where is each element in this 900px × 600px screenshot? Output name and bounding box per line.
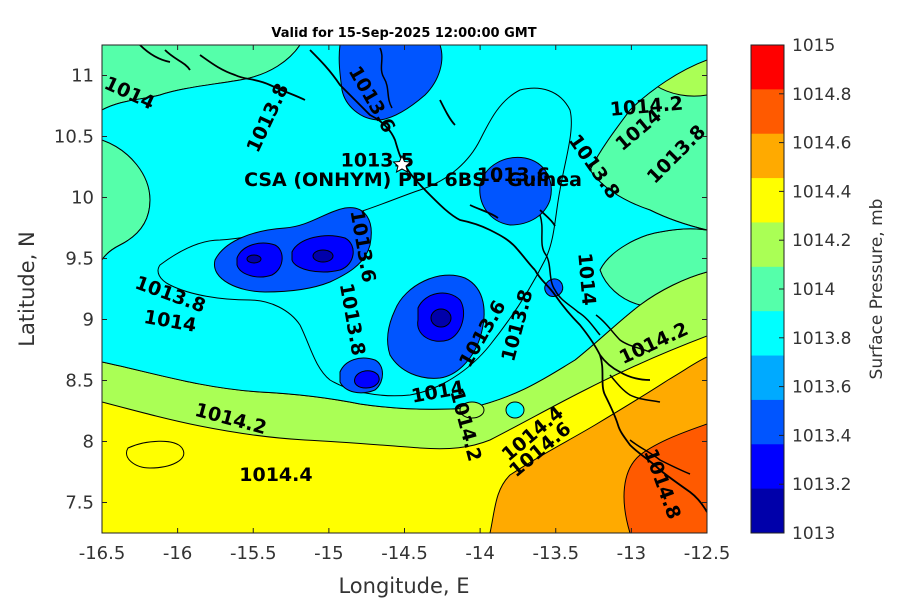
y-tick-label: 9 <box>83 310 94 331</box>
colorbar-tick-label: 1013.8 <box>792 329 851 349</box>
contour-label: 1013.5 <box>341 149 414 171</box>
x-tick-label: -14 <box>465 543 494 564</box>
contour-label: 1013.6 <box>477 164 550 186</box>
y-axis-label: Latitude, N <box>15 231 39 347</box>
band-1013-8 <box>102 45 707 410</box>
colorbar-swatch <box>751 399 784 445</box>
colorbar-ticks: 1015 1014.8 1014.6 1014.4 1014.2 1014 1013.8 10… <box>779 36 851 544</box>
core-1013-b <box>312 249 334 263</box>
colorbar-label: Surface Pressure, mb <box>867 199 887 380</box>
colorbar-swatch <box>751 488 784 534</box>
colorbar-tick-label: 1013.4 <box>792 426 851 446</box>
core-1013-a <box>246 254 262 264</box>
y-tick-label: 10.5 <box>54 127 94 148</box>
colorbar-tick-label: 1013.6 <box>792 378 851 398</box>
colorbar-tick-label: 1014 <box>792 280 835 300</box>
y-tick-label: 8.5 <box>65 371 94 392</box>
x-axis-label: Longitude, E <box>338 574 469 598</box>
x-tick-label: -15.5 <box>230 543 277 564</box>
y-tick-label: 7.5 <box>65 493 94 514</box>
core-1013-c <box>430 308 452 328</box>
colorbar-swatch <box>751 133 784 179</box>
colorbar-swatch <box>751 444 784 490</box>
colorbar-tick-label: 1013 <box>792 524 835 544</box>
colorbar-swatch <box>751 178 784 223</box>
map-plot-area <box>102 45 707 533</box>
contour-label: 1014 <box>573 252 600 307</box>
colorbar-tick-label: 1014.6 <box>792 134 851 154</box>
x-tick-label: -13 <box>617 543 646 564</box>
x-tick-label: -12.5 <box>684 543 731 564</box>
y-tick-label: 9.5 <box>65 249 94 270</box>
border-lines <box>379 47 691 475</box>
x-tick-label: -14.5 <box>381 543 428 564</box>
islet-1014-2 <box>459 401 485 419</box>
x-tick-label: -15 <box>314 543 343 564</box>
x-axis-ticks: -16.5 -16 -15.5 -15 -14.5 -14 -13.5 -13 -12.5 <box>79 45 731 564</box>
site-marker: CSA (ONHYM) PPL 6BS - Guinea <box>244 154 582 191</box>
y-tick-label: 8 <box>83 432 94 453</box>
colorbar-tick-label: 1014.2 <box>792 231 851 251</box>
chart-title: Valid for 15-Sep-2025 12:00:00 GMT <box>271 26 536 41</box>
contour-label: 1014.4 <box>239 464 312 486</box>
x-tick-label: -16.5 <box>79 543 126 564</box>
colorbar-tick-label: 1013.2 <box>792 475 851 495</box>
colorbar-tick-label: 1014.4 <box>792 182 851 202</box>
coastline <box>139 45 707 513</box>
band-1013-4-east <box>479 156 552 226</box>
x-tick-label: -13.5 <box>532 543 579 564</box>
colorbar-swatch <box>751 45 784 90</box>
colorbar-swatch <box>751 355 784 401</box>
site-label: CSA (ONHYM) PPL 6BS - Guinea <box>244 169 582 191</box>
band-1013-2-d <box>354 370 380 389</box>
colorbar-swatch <box>751 89 784 135</box>
band-1013-4-north <box>338 45 443 121</box>
y-tick-label: 11 <box>71 66 94 87</box>
band-1014-4-islet <box>126 440 185 469</box>
y-tick-label: 10 <box>71 188 94 209</box>
colorbar <box>751 45 784 534</box>
colorbar-swatch <box>751 266 784 312</box>
colorbar-swatch <box>751 311 784 357</box>
band-1014-8 <box>623 423 707 533</box>
y-axis-ticks: 7.5 8 8.5 9 9.5 10 10.5 11 <box>54 66 707 514</box>
x-tick-label: -16 <box>163 543 192 564</box>
star-icon <box>392 154 412 173</box>
colorbar-tick-label: 1014.8 <box>792 85 851 105</box>
islet-1013-8 <box>505 401 525 419</box>
colorbar-tick-label: 1015 <box>792 36 835 56</box>
colorbar-swatch <box>751 222 784 268</box>
